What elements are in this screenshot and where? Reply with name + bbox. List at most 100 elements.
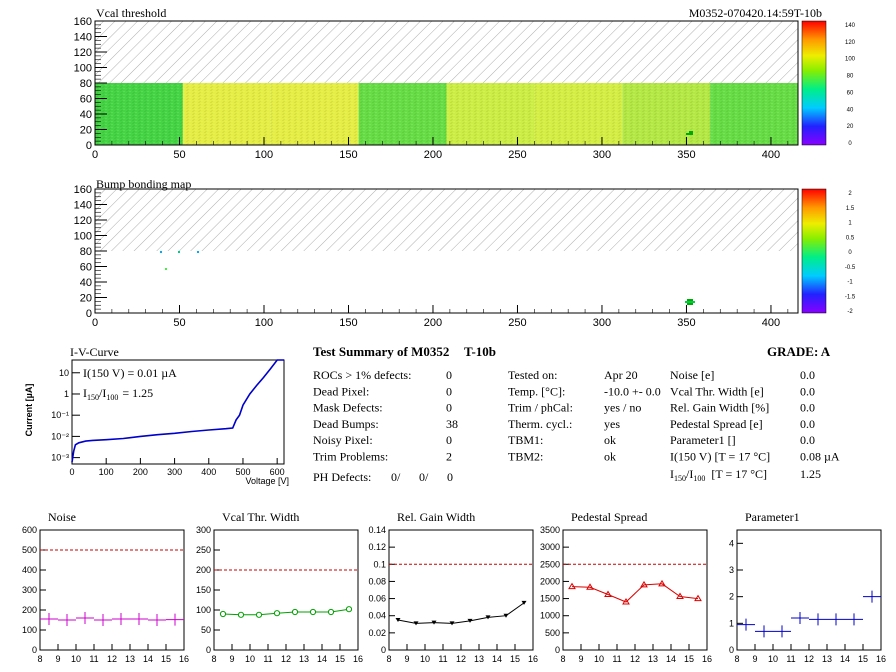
- small-plot-ytick-label: 0: [729, 645, 734, 655]
- summary-right-column: Noise [e] 0.0 Vcal Thr. Width [e] 0.0 Rel. G…: [670, 368, 840, 464]
- small-plot-xtick-label: 15: [161, 654, 171, 664]
- bump-map-xtick-label: 0: [92, 317, 98, 329]
- small-plot-ytick-label: 50: [201, 625, 211, 635]
- small-plot-ytick-label: 150: [196, 585, 211, 595]
- small-plot-point: [827, 613, 845, 626]
- small-plot-point: [431, 620, 437, 625]
- small-plot-xtick-label: 15: [510, 654, 520, 664]
- small-plot-xtick-label: 8: [560, 654, 565, 664]
- bump-map-hatched-empty-area: [95, 189, 798, 251]
- vcal-map-ytick-label: 60: [80, 94, 92, 106]
- small-plot-xtick-label: 8: [37, 654, 42, 664]
- vcal-map-ytick-label: 40: [80, 109, 92, 121]
- summary-left-label: Trim Problems:: [313, 450, 388, 464]
- small-plot-ytick-label: 0.08: [368, 576, 386, 586]
- summary-right-value: 0.0: [800, 401, 815, 415]
- bump-map-colorbar-tick-label: -0.5: [845, 265, 856, 271]
- vcal-map-xtick-label: 50: [173, 149, 185, 161]
- small-plot-point: [503, 613, 509, 618]
- bump-map-xtick-label: 300: [593, 317, 611, 329]
- summary-right-label: Noise [e]: [670, 368, 714, 382]
- summary-mid-label: Temp. [°C]:: [508, 384, 565, 398]
- summary-mid-value: ok: [604, 450, 616, 464]
- small-plot-pedestal: Pedestal Spread 8 9 10 11 12 13 14 15 16 0 500 1000 1…: [540, 510, 712, 664]
- small-plot-xtick-label: 16: [876, 654, 886, 664]
- small-plot-ytick-label: 1000: [540, 611, 560, 621]
- small-plot-point: [521, 600, 527, 605]
- vcal-map-hotspot: [686, 131, 693, 135]
- iv-xtick-label: 500: [235, 467, 250, 477]
- small-plot-point: [449, 621, 455, 626]
- small-plot-xtick-label: 12: [456, 654, 466, 664]
- summary-mid-value: Apr 20: [604, 368, 638, 382]
- small-plot-ytick-label: 300: [196, 525, 211, 535]
- bump-colorbar: [801, 188, 827, 314]
- iv-title: I-V-Curve: [70, 345, 119, 359]
- small-plot-ytick-label: 100: [196, 605, 211, 615]
- summary-left-value: 0: [446, 401, 452, 415]
- small-plot-point: [273, 610, 281, 617]
- iv-xtick-label: 300: [167, 467, 182, 477]
- small-plot-xtick-label: 14: [840, 654, 850, 664]
- iv-ytick-label: 10⁻¹: [51, 410, 69, 420]
- small-plot-title: Vcal Thr. Width: [222, 510, 299, 524]
- summary-right-value: 0.0: [800, 368, 815, 382]
- vcal-map-colorbar-tick-label: 100: [845, 57, 856, 63]
- summary-middle-column: Tested on: Apr 20 Temp. [°C]: -10.0 +- 0.0 T…: [508, 368, 661, 464]
- summary-right-value: 0.0: [800, 384, 815, 398]
- small-plot-frame: [39, 529, 185, 651]
- small-plot-xtick-label: 12: [107, 654, 117, 664]
- bump-map-dead-bumps: [160, 251, 695, 305]
- summary-right-label: Pedestal Spread [e]: [670, 417, 763, 431]
- small-plot-ytick-label: 200: [196, 565, 211, 575]
- vcal-map-xtick-label: 0: [92, 149, 98, 161]
- vcal-colorbar-ticks: 0 20 40 60 80 100 120 140: [845, 23, 856, 147]
- small-plot-ytick-label: 2500: [540, 559, 560, 569]
- small-plot-point: [845, 613, 863, 626]
- summary-left-value: 38: [446, 417, 458, 431]
- vcal-map-ytick-label: 120: [74, 47, 92, 59]
- small-plot-xtick-label: 10: [245, 654, 255, 664]
- vcal-map-y-axis: 0 20 40 60 80 100 120 140 160: [74, 16, 107, 152]
- small-plot-frame: [736, 529, 882, 651]
- vcal-colorbar: [801, 20, 827, 146]
- bump-map-xtick-label: 150: [339, 317, 357, 329]
- bump-map-ytick-label: 40: [80, 277, 92, 289]
- summary-mid-label: TBM1:: [508, 433, 543, 447]
- bump-map-colorbar-tick-label: -1.5: [845, 294, 856, 300]
- small-plot-ytick-label: 250: [196, 545, 211, 555]
- small-plot-ytick-label: 0.14: [368, 525, 386, 535]
- small-plot-ytick-label: 100: [22, 625, 37, 635]
- vcal-map-xtick-label: 300: [593, 149, 611, 161]
- small-plot-xtick-label: 16: [702, 654, 712, 664]
- summary-grade: GRADE: A: [767, 344, 831, 359]
- small-plot-xtick-label: 10: [71, 654, 81, 664]
- small-plot-ytick-label: 400: [22, 565, 37, 575]
- iv-curve-panel: I-V-Curve Current [µA] Voltage [V] 0 100 2…: [24, 345, 289, 486]
- bump-map-title: Bump bonding map: [96, 177, 191, 191]
- small-plot-ytick-label: 2000: [540, 576, 560, 586]
- module-label: M0352-070420.14:59T-10b: [689, 6, 822, 20]
- summary-right-label: Parameter1 []: [670, 433, 736, 447]
- vcal-map-ytick-label: 0: [86, 140, 92, 152]
- bump-colorbar-ticks: -2 -1.5 -1 -0.5 0 0.5 1 1.5 2: [845, 191, 856, 315]
- small-plot-xtick-label: 15: [335, 654, 345, 664]
- small-plot-xtick-label: 16: [179, 654, 189, 664]
- bump-map-ytick-label: 100: [74, 231, 92, 243]
- small-plot-xtick-label: 16: [353, 654, 363, 664]
- bump-map-xtick-label: 50: [173, 317, 185, 329]
- small-plot-noise: Noise 8 9 10 11 12 13 14 15 16 0 100 200 300 400 500 600: [22, 510, 189, 664]
- summary-right-value: 0.0: [800, 417, 815, 431]
- small-plot-ytick-label: 500: [545, 628, 560, 638]
- small-plot-ytick-label: 600: [22, 525, 37, 535]
- vcal-map-colorbar-tick-label: 60: [847, 90, 854, 96]
- ph-defects-label: PH Defects:: [313, 470, 371, 484]
- iv-xtick-label: 200: [133, 467, 148, 477]
- small-plot-ytick-label: 3000: [540, 542, 560, 552]
- iv-x-axis-label: Voltage [V]: [245, 476, 289, 486]
- small-plot-xtick-label: 14: [317, 654, 327, 664]
- bump-map-xtick-label: 100: [255, 317, 273, 329]
- bump-map-ytick-label: 80: [80, 246, 92, 258]
